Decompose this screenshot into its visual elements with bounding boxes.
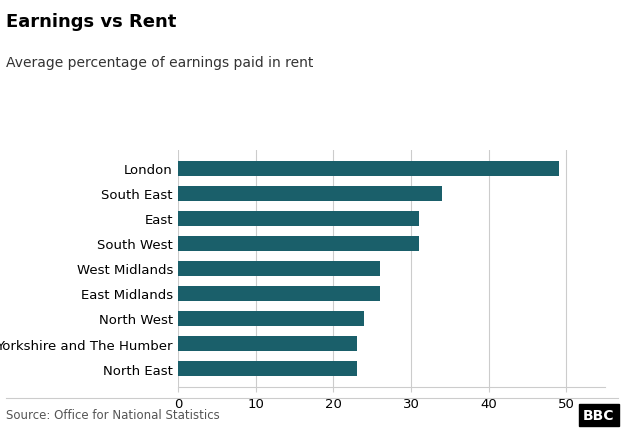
Text: Average percentage of earnings paid in rent: Average percentage of earnings paid in r… (6, 56, 314, 70)
Text: Earnings vs Rent: Earnings vs Rent (6, 13, 177, 31)
Bar (178, 361, 356, 376)
Bar (178, 161, 558, 176)
Text: BBC: BBC (583, 408, 615, 422)
Bar (178, 186, 442, 201)
Bar (178, 211, 419, 226)
Bar (178, 311, 364, 326)
Text: Source: Office for National Statistics: Source: Office for National Statistics (6, 408, 220, 421)
Bar (178, 286, 380, 301)
Bar (178, 336, 356, 351)
Bar (178, 261, 380, 276)
Bar (178, 236, 419, 251)
